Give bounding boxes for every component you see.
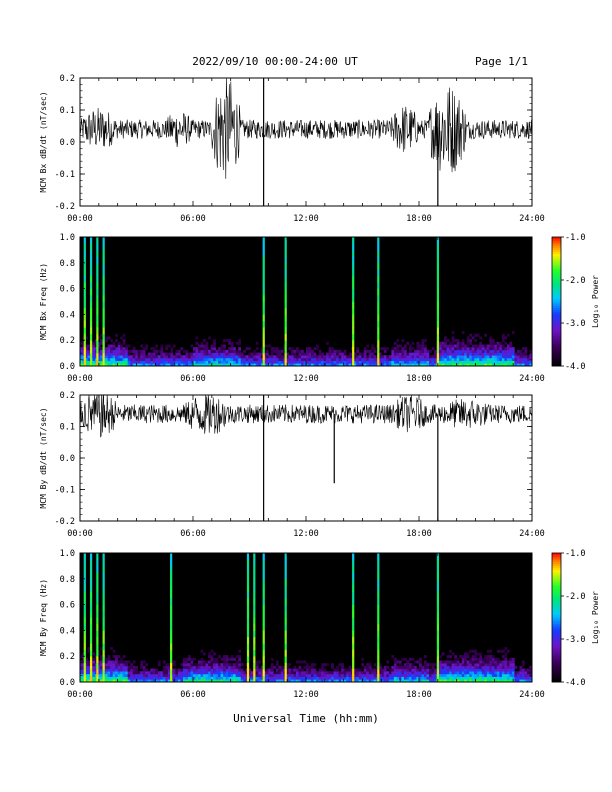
colorbar-label: Log₁₀ Power [591,275,600,328]
panel-4-x-tick-label: 18:00 [406,690,432,700]
panel-2-broadband-line [284,237,287,367]
panel-4-colorbar: -1.0 -2.0 -3.0 -4.0 Log₁₀ Power [551,549,600,688]
x-axis-title: Universal Time (hh:mm) [233,712,379,725]
panel-4-broadband-line [284,553,287,683]
panel-2-y-tick-label: 0.6 [60,285,75,295]
panel-3: 00:00 06:00 12:00 18:00 24:00 0.2 0.1 0.0 -0.1 -0… [39,391,545,539]
panel-2-broadband-line [352,237,355,367]
panel-2-y-tick-label: 0.0 [60,362,75,372]
panel-1-x-tick-label: 06:00 [180,214,206,224]
panel-2-x-tick-label: 12:00 [293,374,319,384]
panel-3-y-tick-label: -0.1 [55,486,75,496]
panel-3-x-tick-label: 00:00 [67,529,93,539]
panel-1-x-tick-label: 18:00 [406,214,432,224]
panel-3-x-tick-label: 06:00 [180,529,206,539]
panel-4-y-tick-label: 0.6 [60,601,75,611]
colorbar-tick-label: -2.0 [565,276,585,286]
panel-3-y-tick-label: 0.0 [60,454,75,464]
panel-1-y-tick-label: -0.1 [55,170,75,180]
colorbar-tick-label: -1.0 [565,549,585,559]
panel-4-broadband-line [352,553,355,683]
panel-2-y-tick-label: 0.8 [60,259,75,269]
panel-4: -1.0 -2.0 -3.0 -4.0 Log₁₀ Power 00:00 06:00 12:… [39,549,600,700]
panel-4-y-tick-label: 0.4 [60,626,75,636]
colorbar-tick-label: -4.0 [565,362,585,372]
panel-2-colorbar: -1.0 -2.0 -3.0 -4.0 Log₁₀ Power [551,233,600,372]
panel-4-broadband-line [170,553,173,683]
panel-1-y-axis-title: MCM Bx dB/dt (nT/sec) [39,91,48,192]
panel-1-y-tick-label: 0.1 [60,106,75,116]
panel-2-x-tick-label: 18:00 [406,374,432,384]
colorbar-tick-label: -3.0 [565,635,585,645]
panel-4-y-tick-label: 0.0 [60,678,75,688]
panel-2-broadband-line [262,237,265,367]
panel-4-spectrogram-cells [80,647,533,683]
panel-4-broadband-line [377,553,380,683]
panel-2-x-tick-label: 24:00 [519,374,545,384]
panel-2-y-tick-label: 0.4 [60,310,75,320]
panel-4-x-tick-label: 06:00 [180,690,206,700]
panel-4-broadband-line [102,553,105,683]
colorbar-tick-label: -3.0 [565,319,585,329]
panel-3-y-axis-title: MCM By dB/dt (nT/sec) [39,407,48,508]
colorbar-tick-label: -1.0 [565,233,585,243]
panel-2-broadband-line [377,237,380,367]
panel-1-series-line [79,77,533,179]
panel-2-broadband-line [89,237,93,367]
panel-3-x-tick-label: 24:00 [519,529,545,539]
panel-4-broadband-line [246,553,250,683]
panel-2-broadband-line [83,237,86,367]
panel-2-broadband-line [436,237,440,367]
panel-2-y-axis-title: MCM Bx Freq (Hz) [39,263,48,340]
panel-2-x-tick-label: 00:00 [67,374,93,384]
panel-4-y-axis-title: MCM By Freq (Hz) [39,579,48,656]
panel-1-x-tick-label: 24:00 [519,214,545,224]
panel-2-y-tick-label: 1.0 [60,233,75,243]
page-title: 2022/09/10 00:00-24:00 UT [192,55,358,68]
panel-4-broadband-line [262,553,265,683]
colorbar-tick-label: -4.0 [565,678,585,688]
panel-2-broadband-line [96,237,99,367]
panel-4-x-tick-label: 24:00 [519,690,545,700]
panel-4-broadband-line [436,553,440,683]
panel-4-broadband-line [83,553,86,683]
panel-3-x-tick-label: 12:00 [293,529,319,539]
panel-2: -1.0 -2.0 -3.0 -4.0 Log₁₀ Power 00:00 06:00 12:… [39,233,600,384]
panel-4-y-tick-label: 0.8 [60,575,75,585]
panel-3-x-tick-label: 18:00 [406,529,432,539]
panel-2-broadband-line [102,237,105,367]
panel-3-y-tick-label: 0.2 [60,391,75,401]
panel-4-broadband-line [253,553,256,683]
panel-4-x-tick-label: 12:00 [293,690,319,700]
panel-3-y-tick-label: -0.2 [55,517,75,527]
panel-4-broadband-line [89,553,93,683]
panel-1: 00:00 06:00 12:00 18:00 24:00 0.2 0.1 0.0 -0.1 -0… [39,74,545,224]
panel-2-y-tick-label: 0.2 [60,336,75,346]
panel-4-y-tick-label: 1.0 [60,549,75,559]
panels: 00:00 06:00 12:00 18:00 24:00 0.2 0.1 0.0 -0.1 -0… [39,74,600,700]
panel-4-y-tick-label: 0.2 [60,652,75,662]
page-number: Page 1/1 [475,55,528,68]
panel-1-y-tick-label: 0.2 [60,74,75,84]
panel-4-x-tick-label: 00:00 [67,690,93,700]
colorbar-label: Log₁₀ Power [591,591,600,644]
colorbar-tick-label: -2.0 [565,592,585,602]
panel-4-broadband-line [96,553,99,683]
panel-1-y-tick-label: -0.2 [55,202,75,212]
panel-1-x-tick-label: 00:00 [67,214,93,224]
panel-1-x-tick-label: 12:00 [293,214,319,224]
panel-3-series-line [79,394,533,438]
panel-3-y-tick-label: 0.1 [60,423,75,433]
panel-1-y-tick-label: 0.0 [60,138,75,148]
panel-2-x-tick-label: 06:00 [180,374,206,384]
